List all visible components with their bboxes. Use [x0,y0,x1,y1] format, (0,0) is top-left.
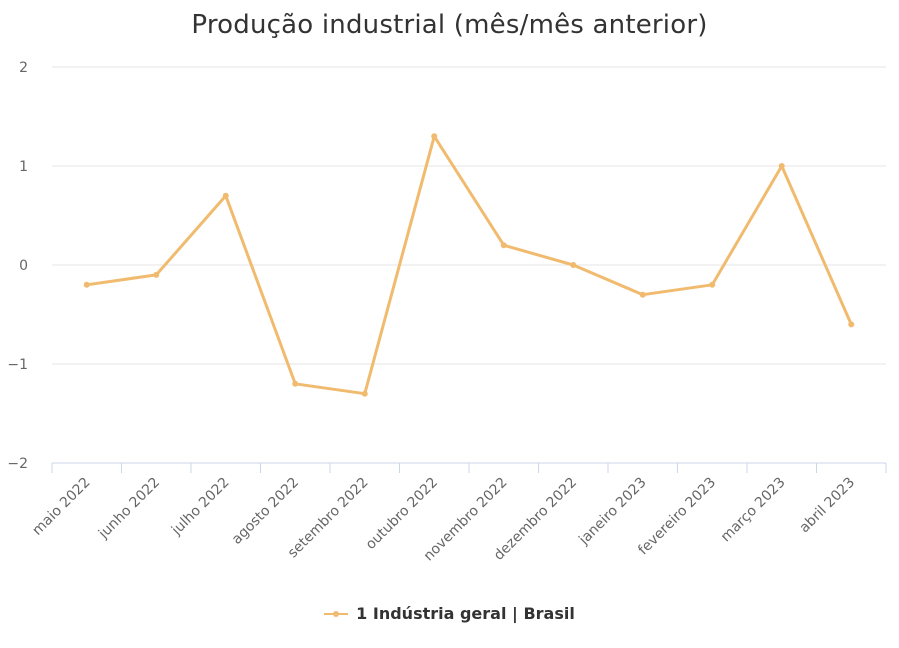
data-point[interactable] [500,242,507,249]
legend-label[interactable]: 1 Indústria geral | Brasil [356,604,575,623]
x-tick-label: março 2023 [718,475,789,546]
data-point[interactable] [292,380,299,387]
x-tick-label: junho 2022 [95,475,163,543]
data-point[interactable] [153,271,160,278]
data-point[interactable] [570,262,577,268]
y-tick-label: 1 [19,159,28,175]
x-tick-label: julho 2022 [168,475,232,539]
y-tick-label: 2 [19,60,28,76]
x-tick-label: maio 2022 [29,475,93,539]
series-line[interactable] [85,134,853,396]
y-tick-label: −1 [7,357,28,373]
data-point[interactable] [222,192,229,199]
data-point[interactable] [83,281,90,288]
data-point[interactable] [361,390,368,397]
data-point[interactable] [431,133,438,140]
chart-title: Produção industrial (mês/mês anterior) [191,10,708,40]
x-tick-label: janeiro 2023 [575,475,649,549]
x-tick-label: outubro 2022 [363,475,441,553]
legend-line-icon [324,608,349,620]
data-point[interactable] [848,321,855,328]
x-tick-label: agosto 2022 [229,475,302,548]
legend[interactable]: 1 Indústria geral | Brasil [0,604,899,623]
y-tick-label: 0 [19,258,28,274]
data-point[interactable] [639,291,646,298]
data-point[interactable] [709,281,716,288]
x-tick-label: abril 2023 [796,475,858,537]
y-tick-label: −2 [7,456,28,472]
data-point[interactable] [778,163,785,169]
